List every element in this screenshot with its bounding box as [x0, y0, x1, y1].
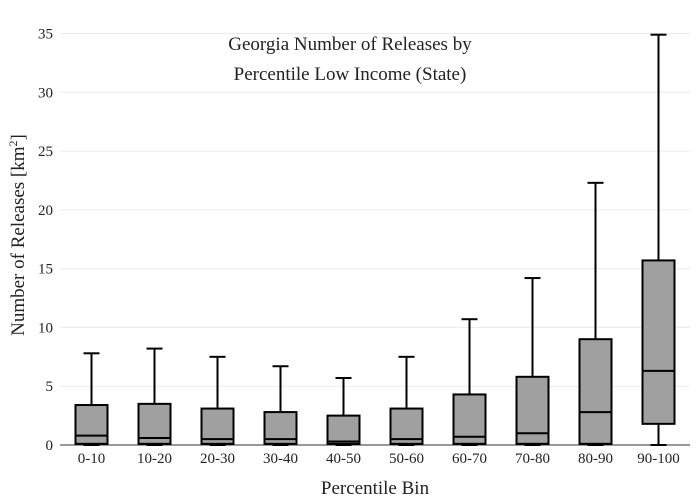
x-tick-label: 30-40	[263, 451, 298, 467]
box-90-100	[641, 33, 676, 446]
box-50-60	[389, 355, 424, 446]
box-20-30	[200, 355, 235, 446]
iqr-box	[578, 338, 613, 445]
box-60-70	[452, 318, 487, 446]
y-tick-label: 35	[38, 27, 53, 43]
y-tick-label: 15	[38, 262, 53, 278]
box-40-50	[326, 376, 361, 446]
x-tick-label: 0-10	[78, 451, 106, 467]
iqr-box	[200, 407, 235, 445]
x-tick-label: 80-90	[578, 451, 613, 467]
iqr-box	[326, 414, 361, 445]
y-axis-title-main: Number of Releases [km	[8, 146, 29, 336]
iqr-box	[74, 404, 109, 445]
y-tick-label: 0	[46, 438, 54, 454]
y-tick-label: 20	[38, 203, 53, 219]
iqr-box	[389, 407, 424, 445]
box-80-90	[578, 181, 613, 446]
box-70-80	[515, 277, 550, 446]
chart-title-line-2: Percentile Low Income (State)	[234, 64, 467, 85]
x-tick-label: 60-70	[452, 451, 487, 467]
x-tick-label: 50-60	[389, 451, 424, 467]
gridlines	[60, 33, 690, 446]
x-tick-label: 90-100	[637, 451, 680, 467]
y-tick-label: 25	[38, 144, 53, 160]
y-axis-title: Number of Releases [km2]	[6, 134, 29, 336]
x-axis-title: Percentile Bin	[321, 478, 430, 499]
x-tick-label: 40-50	[326, 451, 361, 467]
box-10-20	[137, 347, 172, 446]
tick-labels: 0 5 10 15 20 25 30 35 0-10 10-20 20-30 30-40 40-50 50…	[38, 27, 680, 467]
box-series	[74, 33, 676, 446]
x-tick-label: 20-30	[200, 451, 235, 467]
box-30-40	[263, 365, 298, 446]
iqr-box	[641, 259, 676, 425]
box-0-10	[74, 352, 109, 446]
x-tick-label: 70-80	[515, 451, 550, 467]
y-tick-label: 10	[38, 320, 53, 336]
y-tick-label: 30	[38, 85, 53, 101]
chart-title-line-1: Georgia Number of Releases by	[228, 34, 472, 55]
iqr-box	[452, 393, 487, 445]
y-axis-title-close: ]	[8, 134, 29, 140]
y-tick-label: 5	[46, 379, 54, 395]
x-tick-label: 10-20	[137, 451, 172, 467]
y-axis-title-superscript: 2	[6, 140, 20, 146]
